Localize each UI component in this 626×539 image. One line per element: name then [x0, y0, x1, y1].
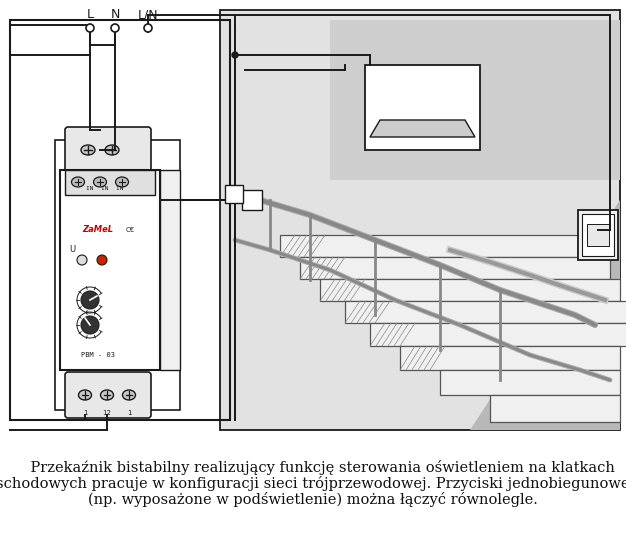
Bar — [587, 224, 609, 246]
Ellipse shape — [71, 177, 85, 187]
Text: schodowych pracuje w konfiguracji sieci trójprzewodowej. Przyciski jednobiegunow: schodowych pracuje w konfiguracji sieci … — [0, 476, 626, 491]
Text: IN  IN  IN: IN IN IN — [86, 185, 124, 190]
Text: Przekaźnik bistabilny realizujący funkcję sterowania oświetleniem na klatkach: Przekaźnik bistabilny realizujący funkcj… — [11, 460, 615, 475]
Bar — [225, 185, 243, 203]
Bar — [242, 190, 262, 210]
Ellipse shape — [101, 390, 113, 400]
FancyBboxPatch shape — [65, 127, 151, 173]
Text: (np. wyposażone w podświetlenie) można łączyć równolegle.: (np. wyposażone w podświetlenie) można ł… — [88, 492, 538, 507]
Ellipse shape — [123, 390, 135, 400]
FancyBboxPatch shape — [65, 372, 151, 418]
Circle shape — [77, 255, 87, 265]
Bar — [60, 170, 160, 370]
Text: L/N: L/N — [138, 9, 158, 22]
Bar — [55, 140, 180, 410]
Text: L: L — [86, 9, 93, 22]
Ellipse shape — [116, 177, 128, 187]
Ellipse shape — [78, 390, 91, 400]
Bar — [300, 257, 610, 279]
Text: ZaMeL: ZaMeL — [83, 225, 113, 234]
Circle shape — [86, 24, 94, 32]
Text: 1: 1 — [83, 410, 87, 416]
Text: C€: C€ — [125, 227, 135, 233]
Bar — [440, 370, 620, 395]
Circle shape — [232, 52, 238, 58]
Circle shape — [111, 24, 119, 32]
Bar — [400, 346, 620, 370]
Text: 1: 1 — [126, 410, 131, 416]
Text: 12: 12 — [103, 410, 111, 416]
Bar — [345, 301, 626, 323]
Bar — [10, 20, 230, 420]
Text: U: U — [69, 245, 75, 254]
Text: N: N — [110, 9, 120, 22]
Bar — [220, 10, 620, 430]
Bar — [490, 395, 620, 422]
Ellipse shape — [105, 145, 119, 155]
Circle shape — [81, 316, 99, 334]
Circle shape — [81, 291, 99, 309]
FancyBboxPatch shape — [578, 210, 618, 260]
Bar — [65, 170, 155, 195]
Text: PBM - 03: PBM - 03 — [81, 352, 115, 358]
Bar — [365, 65, 480, 150]
Bar — [330, 20, 620, 180]
Ellipse shape — [93, 177, 106, 187]
Ellipse shape — [81, 145, 95, 155]
Bar — [160, 170, 180, 370]
Circle shape — [144, 24, 152, 32]
Bar — [280, 235, 600, 257]
Bar — [370, 323, 626, 346]
Circle shape — [97, 255, 107, 265]
FancyBboxPatch shape — [582, 214, 614, 256]
Polygon shape — [220, 200, 620, 430]
Polygon shape — [370, 120, 475, 137]
Bar — [320, 279, 620, 301]
